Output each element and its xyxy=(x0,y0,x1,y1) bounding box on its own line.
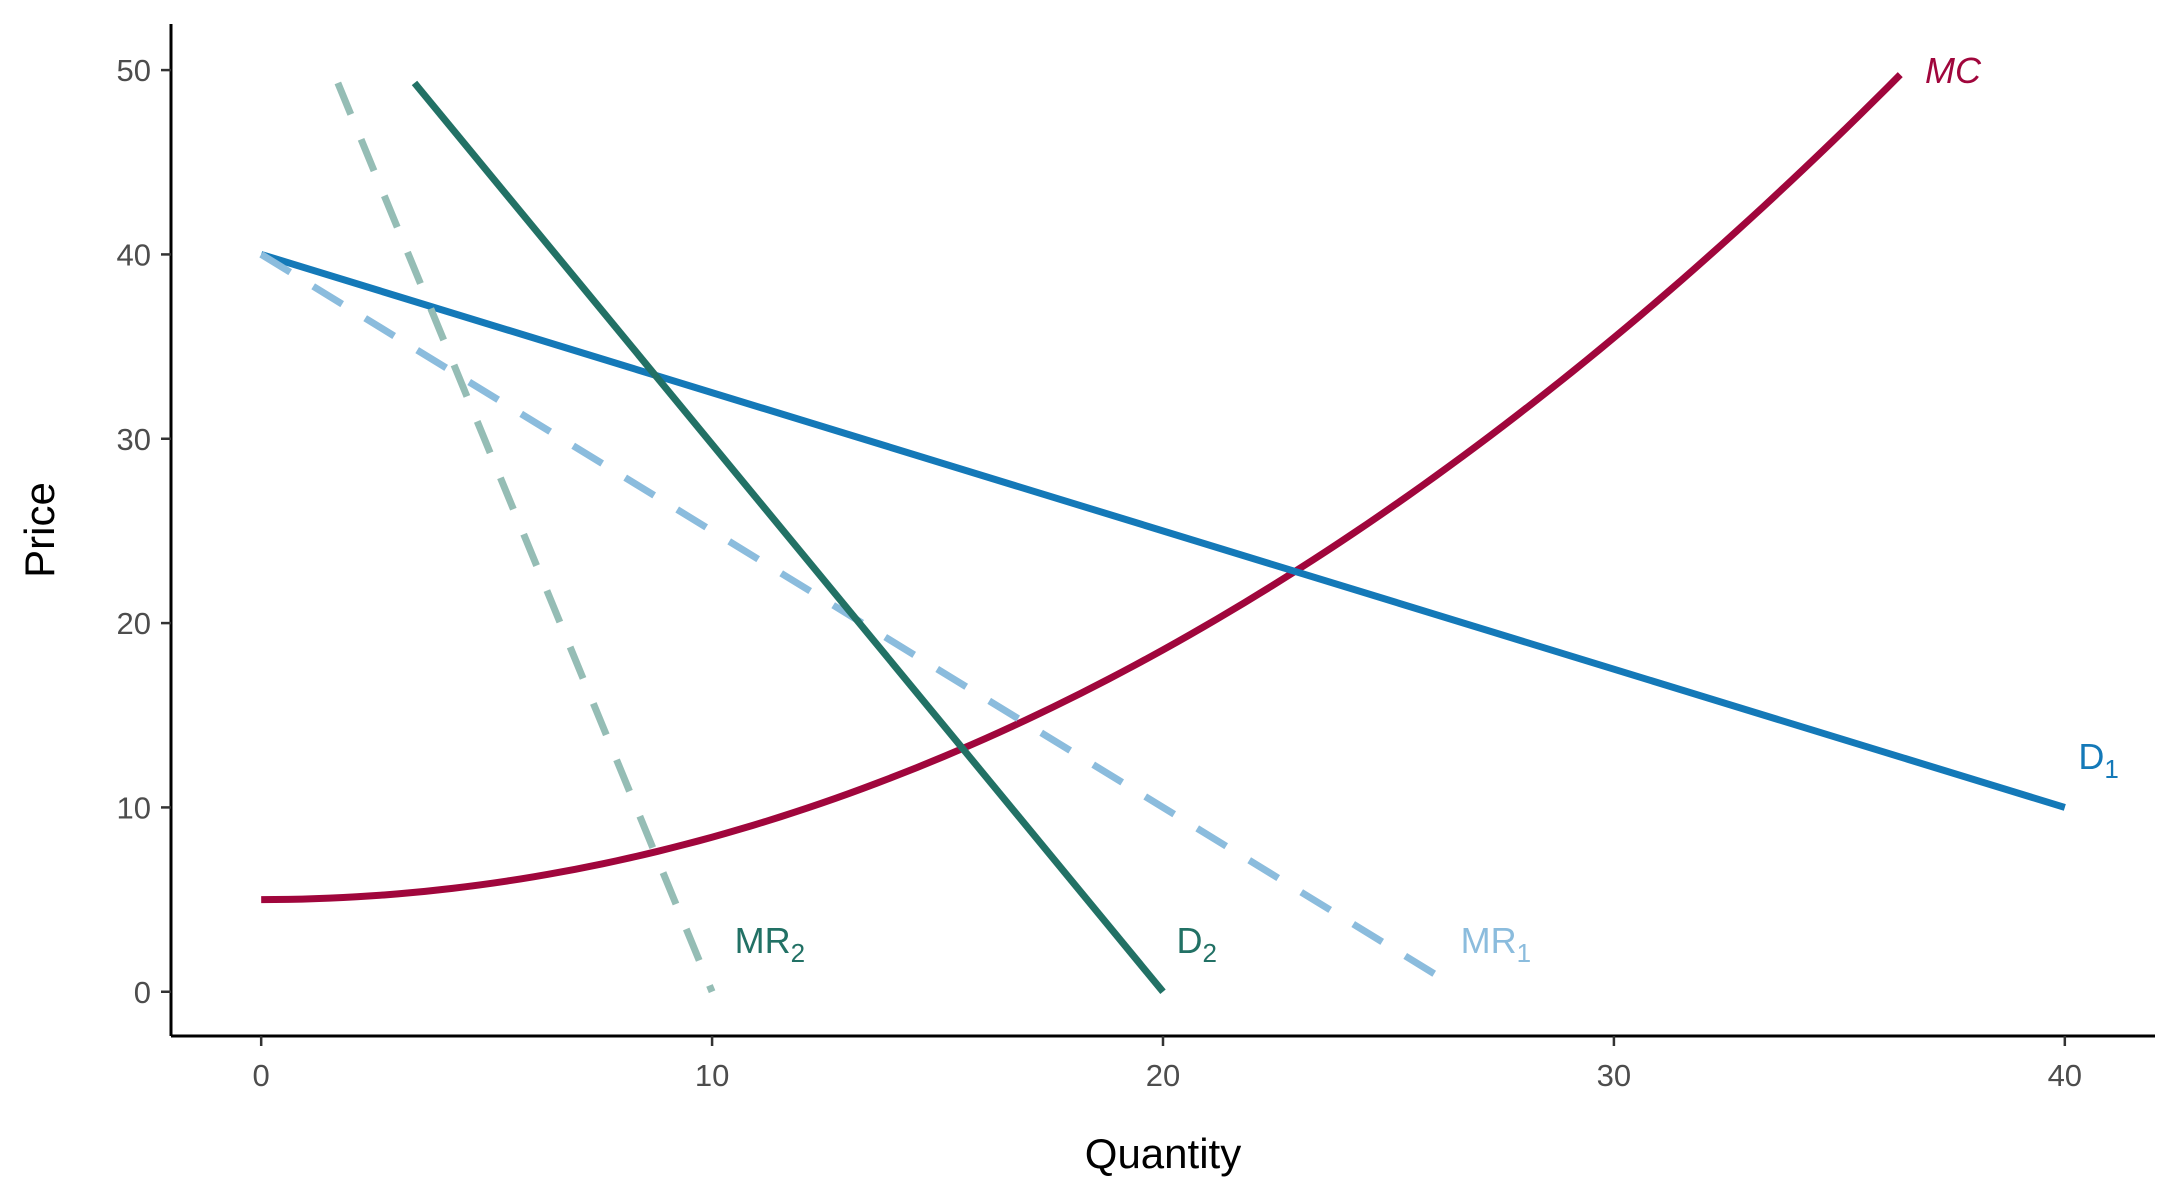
series-d1-label: D1 xyxy=(2078,736,2118,784)
series-mc-curve xyxy=(261,72,1903,904)
y-tick-label: 20 xyxy=(117,606,151,641)
series-label-subscript: 2 xyxy=(1203,938,1217,968)
x-tick-label: 10 xyxy=(695,1058,729,1093)
y-ticks: 0 10 20 30 40 50 xyxy=(117,53,171,1010)
series-mr2-label: MR2 xyxy=(735,920,805,968)
series-mr1-label: MR1 xyxy=(1461,920,1531,968)
series-mr2-curve xyxy=(334,81,716,994)
series-label-main: D xyxy=(1177,920,1203,961)
y-axis-title: Price xyxy=(16,482,63,578)
x-ticks: 0 10 20 30 40 xyxy=(253,1036,2082,1093)
series-d1-curve xyxy=(260,251,2066,811)
y-tick-label: 40 xyxy=(117,237,151,272)
y-tick-label: 0 xyxy=(134,975,151,1010)
series-d2-curve xyxy=(411,80,1166,994)
series-label-main: MR xyxy=(1461,920,1517,961)
series-curves xyxy=(259,72,2066,994)
series-label-subscript: 1 xyxy=(1517,938,1531,968)
y-tick-label: 10 xyxy=(117,790,151,825)
series-d2-label: D2 xyxy=(1177,920,1217,968)
series-label-main: D xyxy=(2078,736,2104,777)
series-label-subscript: 1 xyxy=(2104,754,2118,784)
x-axis-title: Quantity xyxy=(1085,1130,1241,1177)
series-label-main: MR xyxy=(735,920,791,961)
y-tick-label: 30 xyxy=(117,422,151,457)
x-tick-label: 30 xyxy=(1597,1058,1631,1093)
series-mc-label: MC xyxy=(1925,50,1982,91)
series-label-subscript: 2 xyxy=(791,938,805,968)
x-tick-label: 40 xyxy=(2048,1058,2082,1093)
y-tick-label: 50 xyxy=(117,53,151,88)
x-tick-label: 0 xyxy=(253,1058,270,1093)
x-tick-label: 20 xyxy=(1146,1058,1180,1093)
series-label-main: MC xyxy=(1925,50,1982,91)
